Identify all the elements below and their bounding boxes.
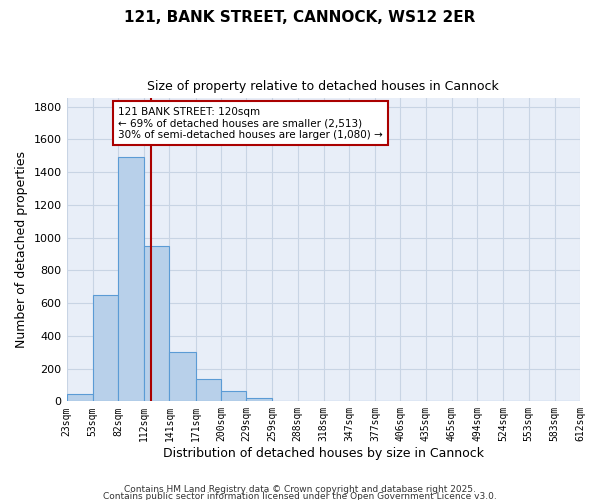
Text: 121 BANK STREET: 120sqm
← 69% of detached houses are smaller (2,513)
30% of semi: 121 BANK STREET: 120sqm ← 69% of detache… (118, 106, 383, 140)
Bar (221, 390, 246, 402)
Bar (272, 400, 298, 402)
Bar (92, 295, 118, 402)
Text: Contains public sector information licensed under the Open Government Licence v3: Contains public sector information licen… (103, 492, 497, 500)
Bar (118, 158, 144, 402)
Y-axis label: Number of detached properties: Number of detached properties (15, 152, 28, 348)
Bar (144, 246, 169, 402)
Bar (246, 398, 272, 402)
Title: Size of property relative to detached houses in Cannock: Size of property relative to detached ho… (148, 80, 499, 93)
Bar (196, 379, 221, 402)
Bar (67, 394, 92, 402)
Text: Contains HM Land Registry data © Crown copyright and database right 2025.: Contains HM Land Registry data © Crown c… (124, 486, 476, 494)
X-axis label: Distribution of detached houses by size in Cannock: Distribution of detached houses by size … (163, 447, 484, 460)
Text: 121, BANK STREET, CANNOCK, WS12 2ER: 121, BANK STREET, CANNOCK, WS12 2ER (124, 10, 476, 25)
Bar (169, 352, 196, 402)
